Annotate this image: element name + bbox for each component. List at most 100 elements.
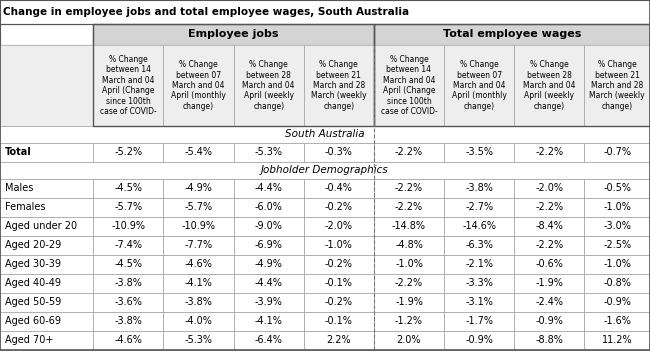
- Bar: [514, 198, 584, 217]
- Bar: [514, 179, 584, 198]
- Bar: [0, 0, 650, 24]
- Bar: [0, 255, 94, 274]
- Bar: [584, 274, 650, 293]
- Text: Aged under 20: Aged under 20: [5, 221, 77, 231]
- Bar: [374, 236, 444, 255]
- Bar: [94, 45, 163, 126]
- Text: % Change
between 28
March and 04
April (weekly
change): % Change between 28 March and 04 April (…: [242, 60, 295, 111]
- Text: -3.9%: -3.9%: [255, 297, 283, 307]
- Text: % Change
between 14
March and 04
April (Change
since 100th
case of COVID-: % Change between 14 March and 04 April (…: [100, 55, 157, 116]
- Bar: [304, 274, 374, 293]
- Bar: [514, 274, 584, 293]
- Bar: [514, 45, 584, 126]
- Bar: [163, 236, 233, 255]
- Bar: [94, 24, 374, 126]
- Bar: [94, 331, 163, 350]
- Bar: [584, 217, 650, 236]
- Text: -10.9%: -10.9%: [181, 221, 216, 231]
- Bar: [233, 143, 304, 162]
- Bar: [304, 45, 374, 126]
- Bar: [304, 179, 374, 198]
- Text: Employee jobs: Employee jobs: [188, 30, 279, 39]
- Bar: [514, 274, 584, 293]
- Text: -5.3%: -5.3%: [255, 147, 283, 157]
- Bar: [584, 179, 650, 198]
- Bar: [374, 312, 444, 331]
- Bar: [584, 143, 650, 162]
- Bar: [233, 179, 304, 198]
- Bar: [233, 331, 304, 350]
- Bar: [233, 293, 304, 312]
- Text: % Change
between 21
March and 28
March (weekly
change): % Change between 21 March and 28 March (…: [590, 60, 645, 111]
- Bar: [584, 45, 650, 126]
- Bar: [444, 312, 514, 331]
- Bar: [374, 217, 444, 236]
- Text: -10.9%: -10.9%: [111, 221, 146, 231]
- Bar: [584, 331, 650, 350]
- Text: -2.2%: -2.2%: [395, 278, 423, 288]
- Bar: [0, 217, 94, 236]
- Bar: [0, 162, 650, 179]
- Text: -1.6%: -1.6%: [603, 316, 631, 326]
- Bar: [444, 143, 514, 162]
- Bar: [0, 236, 94, 255]
- Bar: [94, 274, 163, 293]
- Bar: [304, 217, 374, 236]
- Text: -4.1%: -4.1%: [185, 278, 213, 288]
- Text: -4.5%: -4.5%: [114, 259, 142, 269]
- Bar: [0, 198, 94, 217]
- Bar: [163, 312, 233, 331]
- Bar: [374, 331, 444, 350]
- Text: -3.5%: -3.5%: [465, 147, 493, 157]
- Bar: [0, 45, 94, 126]
- Bar: [444, 45, 514, 126]
- Bar: [94, 198, 163, 217]
- Bar: [163, 198, 233, 217]
- Bar: [304, 312, 374, 331]
- Bar: [0, 143, 94, 162]
- Text: -1.7%: -1.7%: [465, 316, 493, 326]
- Bar: [584, 45, 650, 126]
- Bar: [0, 162, 650, 179]
- Bar: [374, 331, 444, 350]
- Bar: [374, 198, 444, 217]
- Bar: [163, 217, 233, 236]
- Bar: [0, 126, 650, 143]
- Bar: [94, 312, 163, 331]
- Bar: [163, 293, 233, 312]
- Bar: [444, 274, 514, 293]
- Bar: [94, 179, 163, 198]
- Bar: [94, 236, 163, 255]
- Text: -0.2%: -0.2%: [325, 297, 353, 307]
- Bar: [444, 198, 514, 217]
- Bar: [163, 198, 233, 217]
- Text: -2.2%: -2.2%: [395, 183, 423, 193]
- Text: -1.0%: -1.0%: [603, 259, 631, 269]
- Bar: [444, 236, 514, 255]
- Text: -3.8%: -3.8%: [185, 297, 213, 307]
- Text: -0.5%: -0.5%: [603, 183, 631, 193]
- Text: 2.0%: 2.0%: [396, 335, 421, 345]
- Text: Aged 40-49: Aged 40-49: [5, 278, 61, 288]
- Bar: [444, 255, 514, 274]
- Text: -0.9%: -0.9%: [465, 335, 493, 345]
- Text: Total: Total: [5, 147, 32, 157]
- Bar: [374, 255, 444, 274]
- Bar: [304, 293, 374, 312]
- Bar: [233, 217, 304, 236]
- Text: -4.9%: -4.9%: [255, 259, 283, 269]
- Bar: [374, 293, 444, 312]
- Bar: [584, 198, 650, 217]
- Text: -0.2%: -0.2%: [325, 202, 353, 212]
- Bar: [514, 312, 584, 331]
- Bar: [94, 217, 163, 236]
- Text: -0.2%: -0.2%: [325, 259, 353, 269]
- Bar: [444, 331, 514, 350]
- Text: -2.2%: -2.2%: [395, 202, 423, 212]
- Text: -5.7%: -5.7%: [185, 202, 213, 212]
- Bar: [584, 312, 650, 331]
- Text: -2.7%: -2.7%: [465, 202, 493, 212]
- Bar: [0, 274, 94, 293]
- Text: Females: Females: [5, 202, 46, 212]
- Text: -5.3%: -5.3%: [185, 335, 213, 345]
